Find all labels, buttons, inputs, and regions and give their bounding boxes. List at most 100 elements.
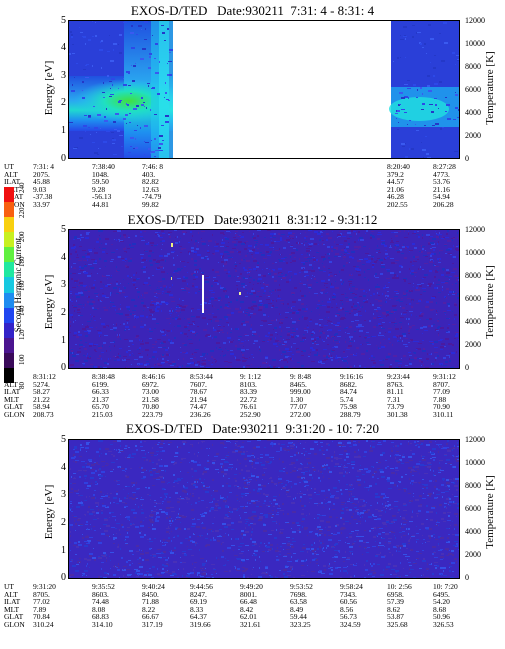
table-cell: 84.74 [340,387,357,397]
panel3-ytick: 0 [61,572,66,583]
table-cell: 56.73 [340,612,357,622]
panel3-y2tick: 4000 [465,527,481,536]
table-cell: 63.58 [290,597,307,607]
panel2-y2tick: 2000 [465,340,481,349]
colorbar-segment [4,232,14,248]
table-cell: 8.49 [290,604,304,614]
table-cell: 6199. [92,379,109,389]
table-cell: 58.94 [33,402,50,412]
table-row-header: UT [4,162,14,171]
table-cell: 57.39 [387,597,404,607]
table-cell: 70.84 [33,612,50,622]
table-cell: 60.56 [340,597,357,607]
table-cell: 66.67 [142,612,159,622]
table-cell: 21.06 [387,184,404,194]
table-cell: -74.79 [142,192,162,202]
table-row-header: UT [4,372,14,381]
table-cell: 21.22 [33,394,50,404]
panel1-y2tick: 2000 [465,131,481,140]
table-cell: 53.76 [433,177,450,187]
panel3-ytick: 4 [61,462,66,473]
table-cell: 59.44 [290,612,307,622]
table-cell: 252.90 [240,410,261,419]
table-cell: 66.48 [240,597,257,607]
table-cell: 6972. [142,379,159,389]
table-cell: 4773. [433,169,450,179]
table-cell: 69.19 [190,597,207,607]
table-row-header: MLT [4,394,20,404]
panel3-y2label: Temperature [K] [484,475,496,549]
table-cell: 66.33 [92,387,109,397]
table-cell: 73.79 [387,402,404,412]
panel2-y2tick: 6000 [465,294,481,303]
table-cell: 2075. [33,169,50,179]
colorbar [4,187,14,384]
table-cell: 215.03 [92,410,113,419]
table-row-header: ALT [4,379,18,389]
colorbar-tick: 160 [18,280,26,292]
panel1-y2tick: 6000 [465,85,481,94]
table-cell: 8450. [142,589,159,599]
table-cell: 5274. [33,379,50,389]
table-cell: 71.88 [142,597,159,607]
table-cell: 77.09 [433,387,450,397]
colorbar-segment [4,262,14,278]
table-cell: 8465. [290,379,307,389]
table-cell: 77.07 [290,402,307,412]
table-cell: 8603. [92,589,109,599]
panel1-ytick: 2 [61,97,66,108]
table-cell: 8001. [240,589,257,599]
table-cell: 68.83 [92,612,109,622]
table-cell: 21.16 [433,184,450,194]
table-cell: 7:31: 4 [33,162,55,171]
table-cell: 8682. [340,379,357,389]
table-cell: 21.94 [190,394,207,404]
table-cell: 9:40:24 [142,582,165,591]
panel1-y2tick: 12000 [465,16,485,25]
colorbar-segment [4,322,14,339]
panel2-y2tick: 12000 [465,225,485,234]
table-cell: 65.70 [92,402,109,412]
table-cell: 44.81 [92,200,109,209]
panel3-y2tick: 2000 [465,550,481,559]
table-cell: 50.96 [433,612,450,622]
table-row-header: ILAT [4,597,21,607]
table-cell: 7:46: 8 [142,162,164,171]
table-cell: 236.26 [190,410,211,419]
panel2-y2tick: 8000 [465,271,481,280]
panel2-y2tick: 4000 [465,317,481,326]
colorbar-segment [4,187,14,203]
table-cell: 7.31 [387,394,401,404]
panel1-y2tick: 10000 [465,39,485,48]
table-cell: 46.28 [387,192,404,202]
table-cell: 10: 7:20 [433,582,458,591]
table-cell: 9: 1:12 [240,372,262,381]
table-cell: 8707. [433,379,450,389]
panel1-ytick: 3 [61,70,66,81]
table-cell: 301.38 [387,410,408,419]
table-cell: 8.68 [433,604,447,614]
table-cell: 314.10 [92,620,113,629]
colorbar-segment [4,247,14,263]
table-cell: 5.74 [340,394,354,404]
table-cell: 7:38:40 [92,162,115,171]
table-row-header: ALT [4,589,18,599]
panel1-ytick: 4 [61,42,66,53]
table-cell: 62.01 [240,612,257,622]
colorbar-tick: 240 [18,182,26,194]
table-cell: 83.39 [240,387,257,397]
colorbar-segment [4,352,14,369]
panel3-y2tick: 6000 [465,504,481,513]
table-row-header: MLT [4,604,20,614]
colorbar-tick: 140 [18,305,26,316]
table-cell: 74.48 [92,597,109,607]
table-cell: 9:16:16 [340,372,363,381]
colorbar-segment [4,277,14,294]
table-cell: 202.55 [387,200,408,209]
table-cell: 321.61 [240,620,261,629]
panel1-ytick: 5 [61,15,66,26]
table-cell: 70.90 [433,402,450,412]
panel3-y2tick: 12000 [465,435,485,444]
colorbar-tick: 220 [18,207,26,218]
table-cell: 272.00 [290,410,311,419]
